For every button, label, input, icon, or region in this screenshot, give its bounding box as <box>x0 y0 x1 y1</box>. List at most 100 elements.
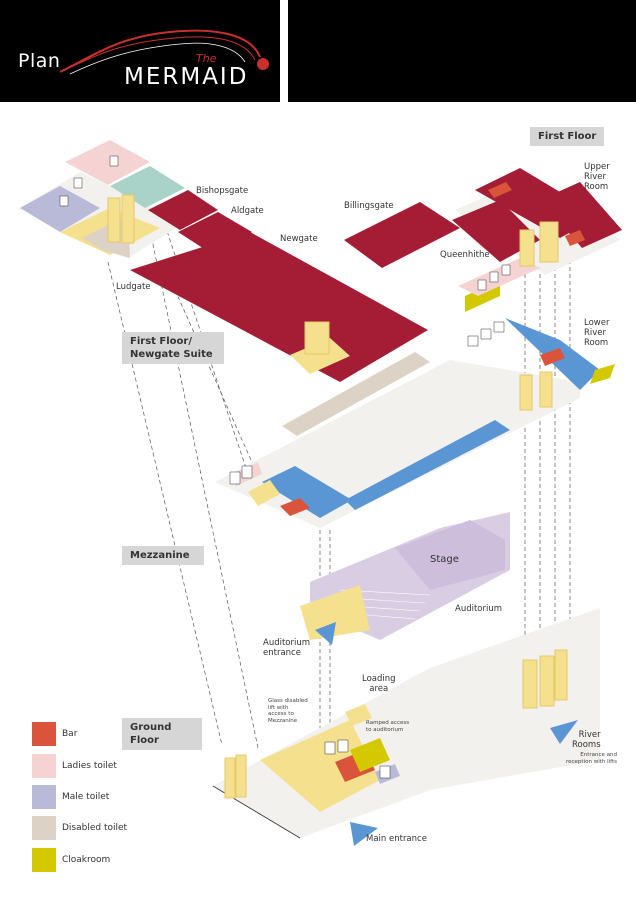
bishopsgate-room <box>148 190 218 230</box>
wheelchair-icon <box>501 264 511 276</box>
gents-icon <box>489 271 499 283</box>
label-stage: Stage <box>430 554 459 565</box>
lift <box>235 754 247 798</box>
wheelchair-icon <box>73 177 83 189</box>
legend-item-ladies-toilet: Ladies toilet <box>32 754 232 778</box>
label-loading-area: Loading area <box>362 674 396 694</box>
label-auditorium-entrance-line1: Auditorium <box>263 638 311 648</box>
entrance-arrow-icon <box>315 622 336 645</box>
note-river-rooms-entrance: Entrance and reception with lifts <box>566 752 617 765</box>
logo-swoosh <box>60 29 269 75</box>
label-aldgate: Aldgate <box>231 206 264 216</box>
label-upper-river-room: Upper River Room <box>584 162 610 192</box>
label-river-rooms: River Rooms <box>572 730 601 750</box>
cloakroom-area <box>350 738 390 772</box>
label-upper-river-room-line1: Upper <box>584 162 610 172</box>
note-ramped-access-line2: to auditorium <box>366 726 404 733</box>
note-glass-lift: Glass disabled lift with access to Mezza… <box>268 698 308 724</box>
level-first-floor-newgate-line2: Newgate Suite <box>130 349 213 360</box>
logo-mermaid-text: MERMAID <box>124 64 249 90</box>
lift <box>304 321 330 355</box>
note-river-rooms-entrance-line1: Entrance and <box>580 752 618 758</box>
ladies-icon <box>109 155 119 167</box>
note-ramped-access: Ramped access to auditorium <box>366 720 409 733</box>
legend-swatch-cloakroom <box>32 848 56 872</box>
header-logo-panel: Plan The MERMAID <box>0 0 280 102</box>
label-loading-area-line2: area <box>369 684 389 694</box>
level-mezzanine: Mezzanine <box>122 546 204 565</box>
first-floor-west <box>20 140 428 382</box>
upper-river-room <box>540 182 622 248</box>
legend-label-disabled-toilet: Disabled toilet <box>62 823 128 833</box>
bar-area <box>488 182 512 198</box>
bar-area <box>540 348 565 366</box>
lift <box>519 229 535 267</box>
mezzanine <box>300 512 510 645</box>
aldgate-room <box>178 212 252 254</box>
label-billingsgate: Billingsgate <box>344 201 394 211</box>
label-newgate: Newgate <box>280 234 318 244</box>
label-auditorium-entrance-line2: entrance <box>263 648 301 658</box>
bar-area <box>565 230 585 246</box>
ladies-icon <box>467 335 479 347</box>
lift <box>107 197 121 243</box>
ladies-toilet-area <box>65 140 150 185</box>
note-glass-lift-line2: lift with <box>268 704 289 711</box>
stage-area <box>395 520 505 590</box>
lift <box>522 659 538 709</box>
gents-icon <box>493 321 505 333</box>
level-first-floor: First Floor <box>530 127 605 146</box>
lift <box>121 194 135 244</box>
lift <box>539 371 553 408</box>
legend-item-male-toilet: Male toilet <box>32 785 232 809</box>
level-ground-floor: Ground Floor <box>122 718 202 750</box>
queenhithe-room <box>452 200 540 262</box>
entrance-arrow-icon <box>350 822 378 846</box>
lift <box>539 221 559 263</box>
bar-area <box>280 498 310 516</box>
ground-foyer <box>260 720 380 812</box>
legend-item-cloakroom: Cloakroom <box>32 848 232 872</box>
label-auditorium: Auditorium <box>455 604 503 614</box>
lift <box>554 649 568 701</box>
cloakroom-area <box>590 364 615 384</box>
plan-title: Plan <box>18 50 61 72</box>
legend-item-disabled-toilet: Disabled toilet <box>32 816 232 840</box>
label-lower-river-room-line2: River <box>584 328 607 338</box>
blue-walkway <box>262 466 352 518</box>
male-toilet-area <box>20 186 100 232</box>
label-lower-river-room-line1: Lower <box>584 318 610 328</box>
lobby-area <box>248 480 280 506</box>
label-main-entrance: Main entrance <box>366 834 427 844</box>
label-auditorium-entrance: Auditorium entrance <box>263 638 310 658</box>
note-river-rooms-entrance-line2: reception with lifts <box>566 758 618 765</box>
label-lower-river-room-line3: Room <box>584 338 609 348</box>
label-river-rooms-line1: River <box>578 730 601 740</box>
ramp-area <box>345 704 372 726</box>
ladies-icon <box>324 741 336 755</box>
header-black-panel <box>288 0 636 102</box>
label-loading-area-line1: Loading <box>362 674 396 684</box>
ladies-icon <box>229 471 241 485</box>
blue-walkway <box>345 420 510 510</box>
newgate-lobby <box>290 338 350 374</box>
legend-swatch-male-toilet <box>32 785 56 809</box>
wheelchair-icon <box>480 328 492 340</box>
note-ramped-access-line1: Ramped access <box>366 720 410 726</box>
legend-label-male-toilet: Male toilet <box>62 792 110 802</box>
legend-swatch-ladies-toilet <box>32 754 56 778</box>
wheelchair-icon <box>337 739 349 753</box>
note-glass-lift-line4: Mezzanine <box>268 717 298 724</box>
level-first-floor-newgate: First Floor/ Newgate Suite <box>122 332 224 364</box>
auditorium-lobby <box>300 585 370 640</box>
label-river-rooms-line2: Rooms <box>572 740 601 750</box>
legend-swatch-disabled-toilet <box>32 816 56 840</box>
label-ludgate: Ludgate <box>116 282 151 292</box>
level-first-floor-newgate-line1: First Floor/ <box>130 336 192 347</box>
lift <box>539 655 555 707</box>
gents-icon <box>241 465 253 479</box>
label-queenhithe: Queenhithe <box>440 250 490 260</box>
note-glass-lift-line3: access to <box>268 711 294 717</box>
logo-the-text: The <box>196 52 217 65</box>
legend-swatch-bar <box>32 722 56 746</box>
